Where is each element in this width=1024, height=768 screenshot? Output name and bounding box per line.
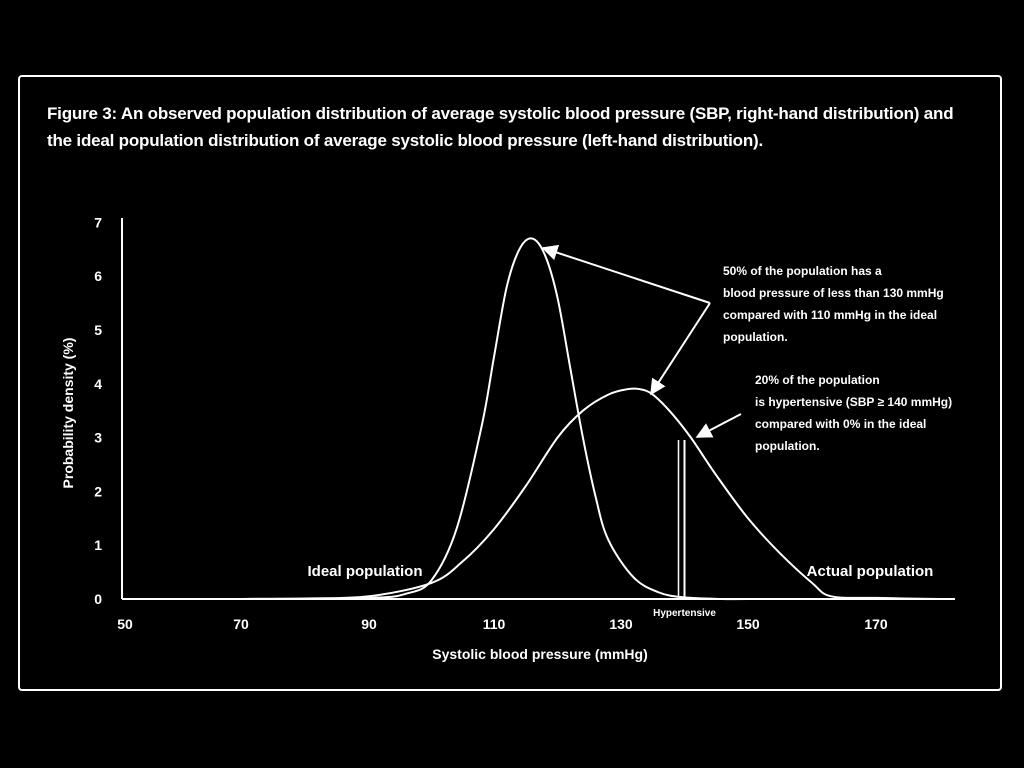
x-tick-label: 70 xyxy=(233,616,249,632)
actual-population-label: Actual population xyxy=(807,563,934,580)
annotation-hypertensive-text: population. xyxy=(755,439,820,453)
annotation-hypertensive-text: compared with 0% in the ideal xyxy=(755,417,926,431)
figure-caption: Figure 3: An observed population distrib… xyxy=(47,104,954,150)
y-axis-title: Probability density (%) xyxy=(60,338,76,489)
chart-labels: Hypertensive Ideal population Actual popul… xyxy=(308,244,952,619)
y-tick-label: 3 xyxy=(94,430,102,446)
ideal-population-curve xyxy=(240,237,876,601)
x-tick-label: 130 xyxy=(609,616,633,632)
annotation-median-text: blood pressure of less than 130 mmHg xyxy=(723,286,944,300)
chart-axes: 0 1 2 3 4 5 6 7 50 70 90 110 130 150 170 Systolic blood… xyxy=(60,214,955,662)
annotation-median-text: 50% of the population has a xyxy=(723,264,882,278)
figure-frame xyxy=(18,75,1002,691)
y-tick-label: 4 xyxy=(94,376,102,392)
actual-population-curve xyxy=(240,387,941,600)
y-tick-label: 1 xyxy=(94,537,102,553)
x-axis-title: Systolic blood pressure (mmHg) xyxy=(432,646,647,662)
y-tick-label: 7 xyxy=(94,214,102,230)
annotation-hypertensive-text: is hypertensive (SBP ≥ 140 mmHg) xyxy=(755,395,952,409)
annotation-arrow xyxy=(541,244,711,304)
y-tick-label: 5 xyxy=(94,322,102,338)
y-tick-label: 2 xyxy=(94,483,102,499)
x-tick-label: 170 xyxy=(864,616,888,632)
annotation-median-text: compared with 110 mmHg in the ideal xyxy=(723,308,937,322)
hypertensive-label: Hypertensive xyxy=(653,608,716,619)
y-tick-label: 6 xyxy=(94,268,102,284)
ideal-population-label: Ideal population xyxy=(308,563,423,580)
x-tick-label: 150 xyxy=(736,616,760,632)
x-tick-label: 110 xyxy=(483,616,506,632)
annotation-hypertensive-text: 20% of the population xyxy=(755,373,880,387)
y-tick-label: 0 xyxy=(94,591,102,607)
chart-series xyxy=(240,237,941,601)
x-tick-label: 50 xyxy=(117,616,133,632)
annotation-median-text: population. xyxy=(723,330,788,344)
x-tick-label: 90 xyxy=(361,616,377,632)
annotation-arrow xyxy=(695,413,742,438)
annotation-arrow xyxy=(650,302,711,396)
